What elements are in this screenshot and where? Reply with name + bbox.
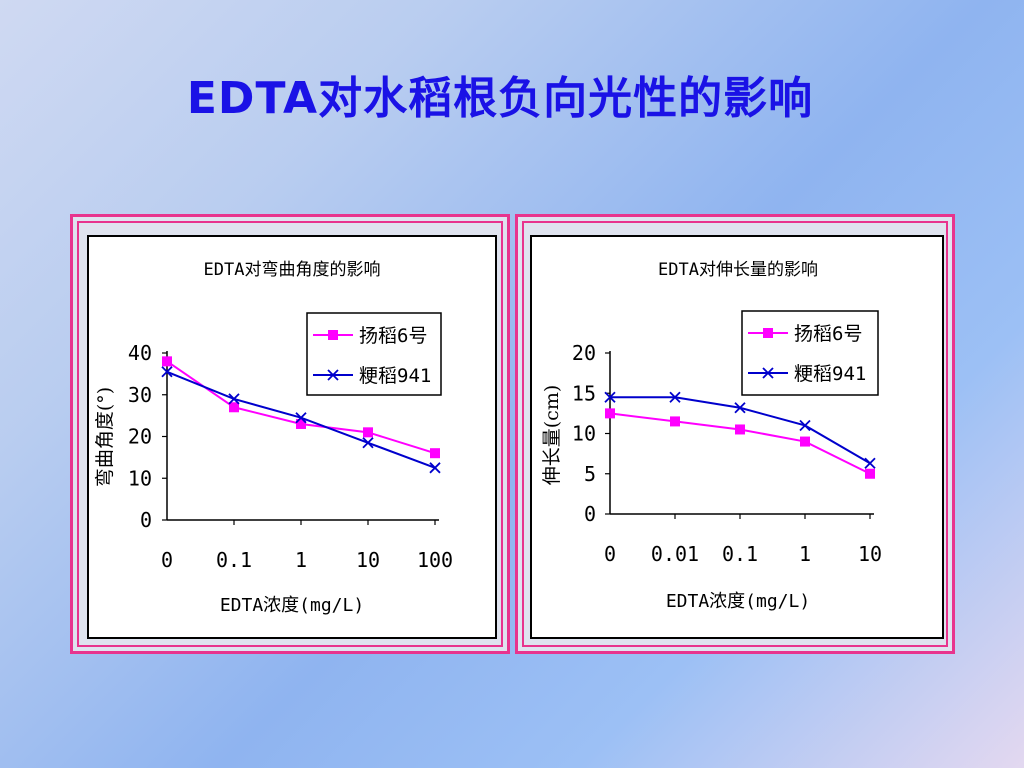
- data-point-square: [430, 448, 440, 459]
- left-chart-frame-inner: [77, 221, 503, 647]
- legend-label: 扬稻6号: [359, 325, 427, 347]
- right-chart-frame: EDTA对伸长量的影响 0 5 10 15 20 0 0.01 0.1 1 10 EDTA浓度(mg/…: [515, 214, 955, 654]
- data-point-square: [735, 424, 745, 435]
- x-tick-label: 0.1: [722, 542, 758, 566]
- x-tick-label: 100: [417, 548, 453, 572]
- x-tick-label: 1: [799, 542, 811, 566]
- x-tick-label: 10: [356, 548, 380, 572]
- legend-label: 粳稻941: [794, 363, 866, 385]
- elongation-chart: EDTA对伸长量的影响 0 5 10 15 20 0 0.01 0.1 1 10 EDTA浓度(mg/…: [541, 260, 882, 612]
- left-chart-frame: EDTA对弯曲角度的影响 0 10 20 30 40 0 0.1 1 10 100 EDTA浓度(mg…: [70, 214, 510, 654]
- right-chart-frame-inner: [522, 221, 948, 647]
- y-tick-label: 15: [572, 381, 596, 405]
- x-tick-label: 0.1: [216, 548, 252, 572]
- x-tick-label: 0: [161, 548, 173, 572]
- legend-marker-square: [763, 328, 773, 338]
- data-point-square: [363, 427, 373, 438]
- legend-box: [306, 312, 442, 396]
- y-axis-label: 伸长量(cm): [541, 385, 563, 485]
- elongation-chart-panel: EDTA对伸长量的影响 0 5 10 15 20 0 0.01 0.1 1 10 EDTA浓度(mg/…: [530, 235, 944, 639]
- data-point-x: [161, 366, 173, 378]
- data-point-square: [229, 402, 239, 413]
- data-point-square: [605, 408, 615, 419]
- legend-marker-x: [327, 369, 339, 381]
- data-point-x: [734, 402, 746, 414]
- data-point-x: [669, 391, 681, 403]
- y-axis-label: 弯曲角度(°): [94, 387, 116, 487]
- data-point-x: [604, 391, 616, 403]
- data-point-x: [864, 457, 876, 469]
- series-line: [609, 412, 871, 475]
- data-point-x: [295, 412, 307, 424]
- legend-box: [741, 310, 879, 396]
- data-point-square: [865, 468, 875, 479]
- y-tick-label: 5: [584, 462, 596, 486]
- legend-marker-x: [762, 367, 774, 379]
- x-tick-label: 0: [604, 542, 616, 566]
- data-point-x: [799, 419, 811, 432]
- y-tick-label: 10: [572, 422, 596, 446]
- x-tick-label: 10: [858, 542, 882, 566]
- data-point-x: [429, 462, 441, 474]
- data-point-square: [800, 436, 810, 447]
- data-point-x: [362, 437, 374, 449]
- y-tick-label: 10: [128, 466, 152, 490]
- legend-label: 粳稻941: [359, 365, 431, 387]
- y-tick-label: 0: [140, 508, 152, 532]
- chart-title: EDTA对弯曲角度的影响: [204, 260, 381, 280]
- x-tick-label: 0.01: [651, 542, 699, 566]
- y-tick-label: 20: [572, 341, 596, 365]
- bend-angle-chart-panel: EDTA对弯曲角度的影响 0 10 20 30 40 0 0.1 1 10 100 EDTA浓度(mg…: [87, 235, 497, 639]
- x-axis-label: EDTA浓度(mg/L): [220, 595, 364, 616]
- x-tick-label: 1: [295, 548, 307, 572]
- y-tick-label: 0: [584, 502, 596, 526]
- bend-angle-chart: EDTA对弯曲角度的影响 0 10 20 30 40 0 0.1 1 10 100 EDTA浓度(mg…: [94, 260, 453, 616]
- y-tick-label: 30: [128, 383, 152, 407]
- data-point-square: [670, 416, 680, 427]
- legend-label: 扬稻6号: [794, 323, 862, 345]
- y-tick-label: 40: [128, 341, 152, 365]
- data-point-square: [296, 418, 306, 429]
- data-point-square: [162, 356, 172, 367]
- slide-title: EDTA对水稻根负向光性的影响: [186, 73, 814, 124]
- chart-title: EDTA对伸长量的影响: [658, 260, 818, 280]
- y-tick-label: 20: [128, 425, 152, 449]
- legend-marker-square: [328, 330, 338, 340]
- data-point-x: [228, 393, 240, 405]
- x-axis-label: EDTA浓度(mg/L): [666, 591, 810, 612]
